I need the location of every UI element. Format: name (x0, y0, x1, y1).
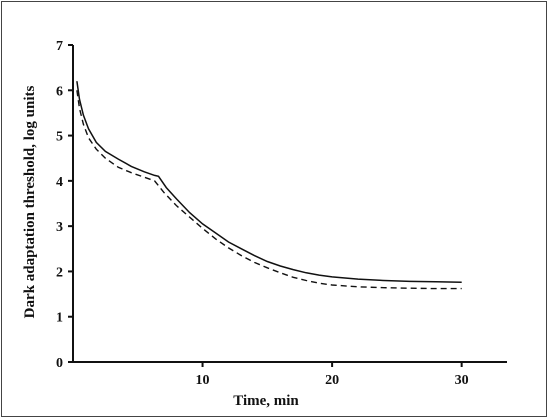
y-tick-label: 5 (56, 130, 63, 145)
y-tick-label: 4 (56, 175, 63, 190)
y-tick-label: 2 (56, 265, 63, 280)
y-tick-label: 3 (56, 220, 63, 235)
y-tick-label: 7 (56, 39, 63, 54)
y-tick-label: 0 (56, 356, 63, 371)
x-axis-label: Time, min (233, 393, 299, 409)
series-line-solid (76, 81, 462, 284)
plot-area: 0 1 2 3 4 5 6 7 10 20 30 (56, 39, 507, 388)
y-tick-label: 1 (56, 311, 63, 326)
series-line-dashed (76, 90, 462, 290)
x-tick-label: 10 (196, 373, 210, 388)
y-axis-label: Dark adaptation threshold, log units (22, 85, 38, 318)
x-tick-label: 30 (455, 373, 469, 388)
x-tick-label: 20 (325, 373, 339, 388)
y-tick-label: 6 (56, 84, 63, 99)
